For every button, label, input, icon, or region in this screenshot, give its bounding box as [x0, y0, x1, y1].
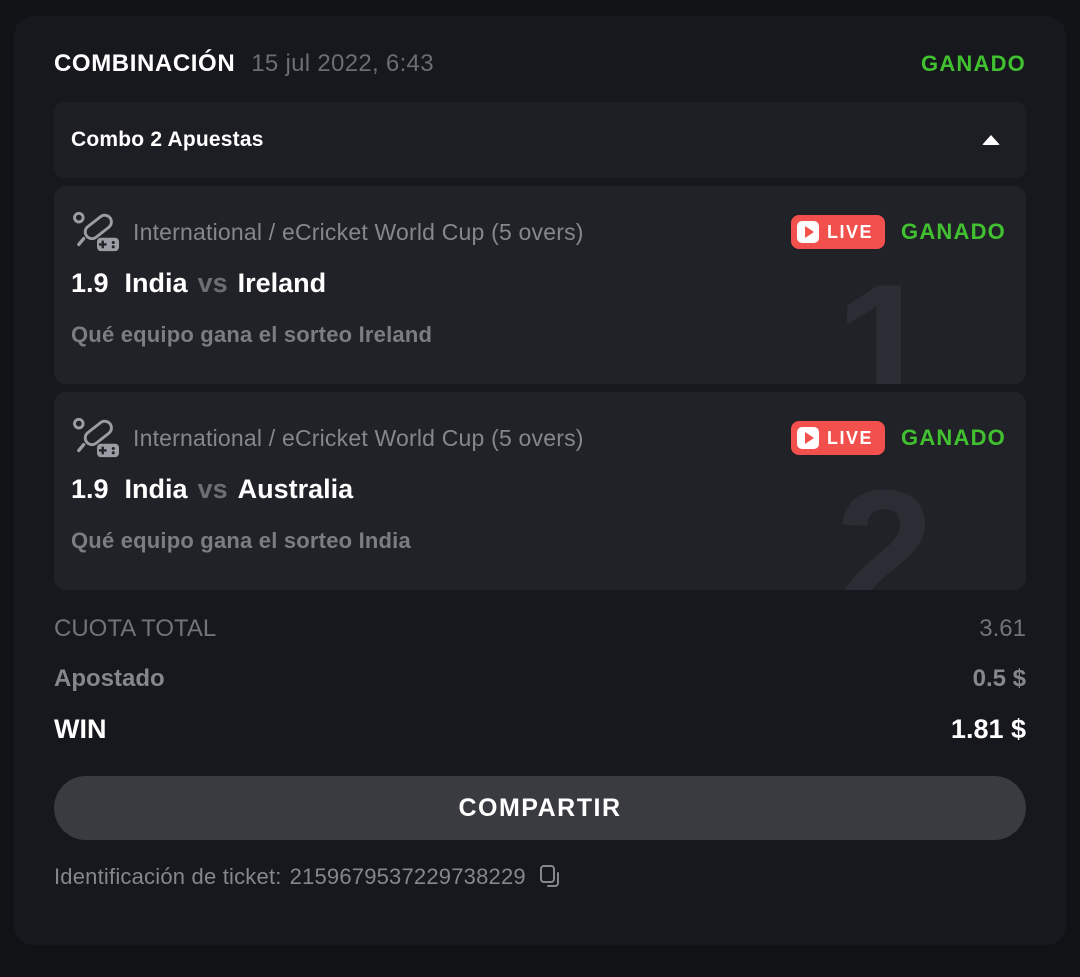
combo-collapse-bar[interactable]: Combo 2 Apuestas [54, 102, 1026, 178]
leg-status-badge: GANADO [901, 425, 1006, 450]
bet-ticket-panel: COMBINACIÓN 15 jul 2022, 6:43 GANADO Com… [14, 16, 1066, 945]
leg-status-badge: GANADO [901, 219, 1006, 244]
ticket-type-title: COMBINACIÓN [54, 50, 236, 77]
ticket-id-row: Identificación de ticket: 21596795372297… [54, 864, 1026, 890]
ticket-status-badge: GANADO [921, 51, 1026, 76]
vs-label: vs [197, 268, 228, 298]
bet-leg-card-1: 1 International / eCricket World Cup (5 … [54, 186, 1026, 384]
total-odds-value: 3.61 [979, 615, 1026, 642]
home-team: India [124, 268, 188, 298]
vs-label: vs [197, 474, 228, 504]
leg-odds: 1.9 [71, 474, 109, 504]
win-label: WIN [54, 713, 107, 744]
ecricket-sport-icon [73, 211, 119, 252]
match-line: 1.9 India vs Australia [71, 474, 1006, 510]
away-team: Australia [237, 474, 354, 504]
live-play-icon [797, 427, 819, 449]
stake-row: Apostado 0.5 $ [54, 654, 1026, 704]
league-name: International / eCricket World Cup (5 ov… [133, 424, 584, 451]
ticket-date: 15 jul 2022, 6:43 [251, 50, 434, 77]
bet-leg-card-2: 2 International / eCricket World Cup (5 … [54, 392, 1026, 590]
live-badge: LIVE [791, 421, 886, 455]
leg-odds: 1.9 [71, 268, 109, 298]
away-team: Ireland [237, 268, 327, 298]
live-label: LIVE [827, 221, 874, 242]
win-value: 1.81 $ [950, 713, 1026, 744]
stake-value: 0.5 $ [972, 665, 1026, 692]
market-description: Qué equipo gana el sorteo India [71, 528, 411, 553]
ticket-header: COMBINACIÓN 15 jul 2022, 6:43 GANADO [54, 46, 1026, 82]
total-odds-row: CUOTA TOTAL 3.61 [54, 604, 1026, 654]
live-label: LIVE [827, 427, 874, 448]
match-line: 1.9 India vs Ireland [71, 268, 1006, 304]
ecricket-sport-icon [73, 417, 119, 458]
ticket-id-value: 2159679537229738229 [289, 864, 526, 889]
bet-leg-badges: LIVE GANADO [791, 421, 1006, 455]
live-badge: LIVE [791, 215, 886, 249]
leg-number-watermark: 2 [835, 453, 934, 591]
collapse-up-icon[interactable] [982, 135, 1000, 145]
market-description: Qué equipo gana el sorteo Ireland [71, 322, 433, 347]
bet-leg-header: International / eCricket World Cup (5 ov… [71, 211, 1006, 252]
stake-label: Apostado [54, 665, 165, 692]
home-team: India [124, 474, 188, 504]
league-name: International / eCricket World Cup (5 ov… [133, 218, 584, 245]
share-button[interactable]: COMPARTIR [54, 776, 1026, 840]
combo-label: Combo 2 Apuestas [71, 128, 264, 151]
ticket-id-label: Identificación de ticket: [54, 864, 282, 889]
bet-leg-header: International / eCricket World Cup (5 ov… [71, 417, 1006, 458]
bet-leg-badges: LIVE GANADO [791, 215, 1006, 249]
leg-number-watermark: 1 [835, 247, 934, 385]
copy-icon[interactable] [538, 864, 562, 890]
total-odds-label: CUOTA TOTAL [54, 615, 217, 642]
win-row: WIN 1.81 $ [54, 704, 1026, 754]
live-play-icon [797, 221, 819, 243]
